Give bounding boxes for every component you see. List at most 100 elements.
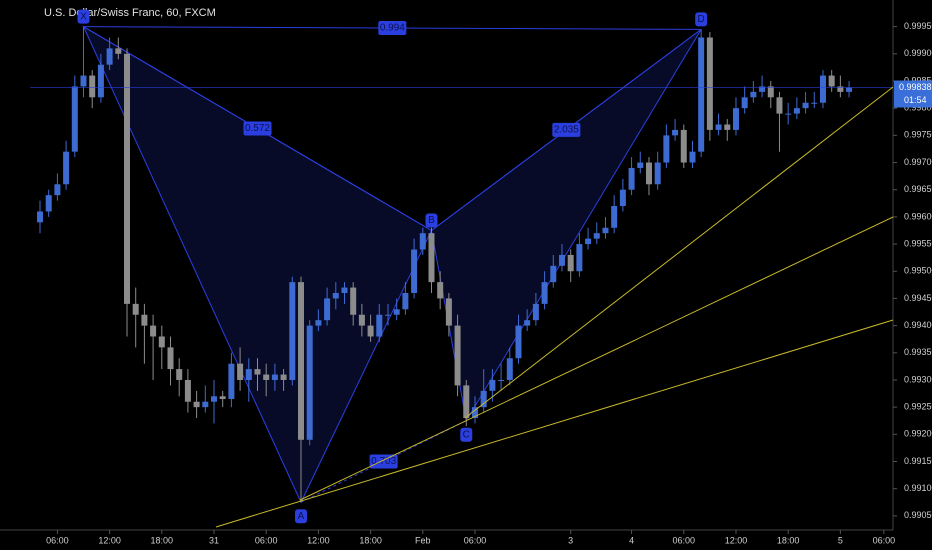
- candle-body: [567, 254, 574, 272]
- candle-body: [593, 233, 600, 239]
- candle-body: [254, 369, 261, 375]
- candle-body: [263, 374, 270, 380]
- candle-body: [97, 64, 104, 98]
- candle-body: [384, 314, 391, 316]
- candle-body: [411, 249, 418, 293]
- x-tick-label: 31: [209, 535, 219, 545]
- candle-body: [71, 86, 78, 152]
- candle-body: [732, 108, 739, 130]
- candle-body: [210, 396, 217, 402]
- candle-body: [585, 238, 592, 245]
- x-tick-label: 12:00: [98, 535, 121, 545]
- candle-body: [297, 282, 304, 440]
- candle-body: [454, 325, 461, 386]
- x-tick-label: 5: [838, 535, 843, 545]
- point-label: X: [80, 11, 87, 22]
- candle-body: [498, 379, 505, 381]
- candle-body: [680, 129, 687, 163]
- candle-body: [324, 298, 331, 321]
- candle-body: [828, 75, 835, 87]
- candle-body: [219, 396, 226, 399]
- candle-body: [689, 151, 696, 163]
- last-price-label: 0.99838: [899, 82, 932, 92]
- candle-body: [819, 75, 826, 103]
- candle-body: [628, 167, 635, 190]
- candle-body: [480, 390, 487, 408]
- candle-body: [532, 303, 539, 321]
- fan-line: [299, 216, 894, 501]
- candle-body: [750, 91, 757, 98]
- candle-body: [350, 287, 357, 315]
- candle-body: [706, 37, 713, 130]
- candle-body: [698, 37, 705, 152]
- ratio-box: [552, 122, 581, 137]
- candle-body: [358, 314, 365, 326]
- ratio-label: 0.994: [380, 23, 405, 34]
- point-label: D: [698, 14, 705, 25]
- ratio-box: [378, 20, 407, 35]
- candle-body: [124, 53, 131, 304]
- candle-body: [776, 97, 783, 114]
- candle-body: [654, 162, 661, 185]
- candle-body: [715, 124, 722, 130]
- candle-body: [63, 151, 70, 185]
- candle-body: [106, 48, 113, 65]
- candle-body: [846, 87, 853, 92]
- x-tick-label: 12:00: [307, 535, 330, 545]
- x-tick-label: 06:00: [464, 535, 487, 545]
- candle-body: [245, 369, 252, 380]
- ratio-label: 0.703: [371, 456, 396, 467]
- candle-body: [176, 369, 183, 380]
- candle-body: [672, 129, 679, 136]
- last-price-badge: [894, 80, 932, 108]
- x-tick-label: 18:00: [777, 535, 800, 545]
- candle-body: [785, 113, 792, 115]
- x-tick-label: Feb: [415, 535, 431, 545]
- countdown: 01:54: [904, 95, 927, 105]
- candle-body: [524, 320, 531, 326]
- point-label: A: [298, 511, 305, 522]
- candle-body: [489, 379, 496, 391]
- candle-body: [237, 363, 244, 380]
- candle-body: [167, 347, 174, 370]
- candle-body: [132, 303, 139, 315]
- candle-body: [193, 401, 200, 408]
- x-tick-label: 18:00: [359, 535, 382, 545]
- candle-body: [811, 102, 818, 104]
- point-label: B: [428, 215, 435, 226]
- candle-body: [280, 374, 287, 380]
- ratio-label: 0.572: [245, 123, 270, 134]
- x-tick-label: 12:00: [725, 535, 748, 545]
- candle-body: [759, 86, 766, 92]
- candle-body: [663, 135, 670, 163]
- candle-body: [45, 195, 52, 212]
- candle-body: [463, 385, 470, 419]
- candle-body: [228, 363, 235, 399]
- candle-body: [158, 336, 165, 348]
- candle-body: [289, 282, 296, 380]
- candle-body: [115, 48, 122, 54]
- candle-body: [341, 287, 348, 293]
- x-tick-label: 06:00: [673, 535, 696, 545]
- candle-body: [376, 314, 383, 337]
- ratio-box: [369, 454, 398, 469]
- candle-body: [428, 233, 435, 283]
- candle-body: [437, 282, 444, 299]
- candle-body: [837, 86, 844, 92]
- candle-body: [558, 254, 565, 266]
- ratio-label: 2.035: [554, 125, 579, 136]
- candle-body: [80, 75, 87, 87]
- candle-body: [306, 325, 313, 440]
